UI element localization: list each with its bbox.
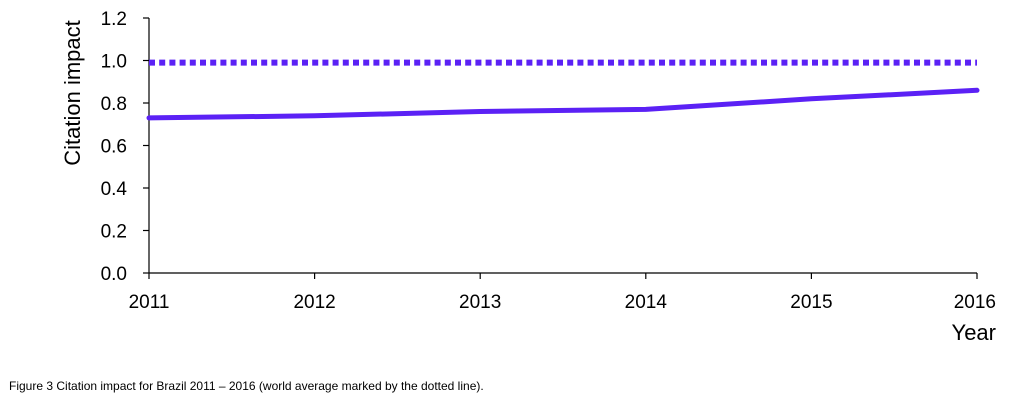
- citation-impact-line: [146, 87, 980, 121]
- y-axis-title: Citation impact: [60, 20, 85, 166]
- x-tick-label: 2012: [293, 292, 335, 313]
- x-tick-label: 2015: [790, 292, 832, 313]
- line-chart: 0.00.20.40.60.81.01.2 2011 2012 2013 2014 20…: [60, 9, 996, 345]
- x-tick-label: 2013: [459, 292, 501, 313]
- x-tick-label: 2016: [954, 292, 996, 313]
- x-tick-label: 2014: [625, 292, 668, 313]
- series-layer: [146, 59, 980, 121]
- chart-axes: [148, 18, 977, 274]
- y-tick-label: 0.8: [101, 94, 127, 115]
- y-tick-label: 0.4: [101, 179, 128, 200]
- y-tick-label: 1.0: [101, 52, 127, 73]
- y-tick-label: 0.2: [101, 222, 127, 243]
- figure-caption: Figure 3 Citation impact for Brazil 2011…: [9, 379, 484, 393]
- y-axis-ticks: 0.0 0.2 0.4 0.6 0.8 1.0 1.2: [101, 9, 149, 285]
- y-tick-label: 0.6: [101, 137, 127, 158]
- y-tick-label: 0.0: [101, 264, 127, 285]
- y-tick-label: 1.2: [101, 9, 127, 30]
- x-axis-ticks: 2011 2012 2013 2014 2015 2016: [129, 273, 996, 313]
- x-axis-title: Year: [952, 320, 996, 345]
- x-tick-label: 2011: [129, 292, 170, 313]
